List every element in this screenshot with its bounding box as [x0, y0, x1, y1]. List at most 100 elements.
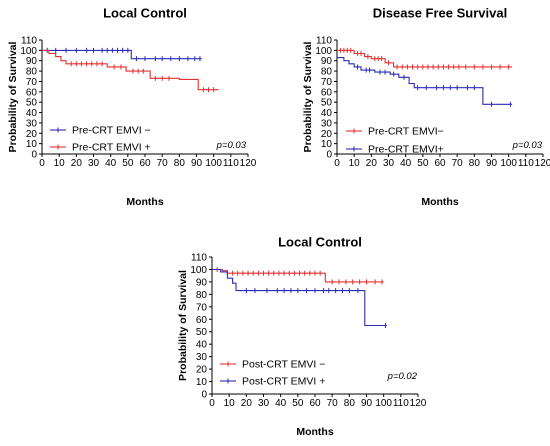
- x-tick-label: 10: [224, 398, 236, 409]
- y-tick-label: 110: [191, 253, 207, 264]
- x-tick-label: 70: [157, 158, 169, 169]
- x-tick-label: 120: [535, 158, 550, 169]
- series-2: Pre-CRT EMVI+: [337, 57, 513, 156]
- y-tick-label: 70: [321, 77, 333, 88]
- x-tick-label: 40: [400, 158, 412, 169]
- y-tick-label: 80: [321, 67, 333, 78]
- p-value-annotation: p=0.02: [387, 371, 418, 382]
- legend-label: Pre-CRT EMVI+: [368, 144, 444, 156]
- x-axis-label: Months: [126, 196, 163, 208]
- y-tick-label: 0: [31, 150, 37, 161]
- legend-label: Post-CRT EMVI −: [242, 359, 325, 371]
- y-axis-label: Probability of Survival: [302, 41, 314, 152]
- chart-title: Local Control: [103, 5, 187, 20]
- y-tick-label: 20: [196, 365, 208, 376]
- chart-title: Local Control: [278, 234, 362, 249]
- p-value-annotation: p=0.03: [512, 140, 543, 151]
- x-tick-label: 100: [375, 398, 392, 409]
- p-value-annotation: p=0.03: [216, 140, 247, 151]
- y-tick-label: 100: [20, 46, 37, 57]
- y-tick-label: 80: [26, 67, 38, 78]
- y-tick-label: 60: [321, 87, 333, 98]
- x-tick-label: 0: [209, 398, 215, 409]
- x-tick-label: 60: [434, 158, 446, 169]
- y-tick-label: 0: [201, 390, 207, 401]
- y-axis-label: Probability of Survival: [7, 41, 19, 152]
- legend-label: Pre-CRT EMVI−: [368, 126, 444, 138]
- km-step-line: [337, 49, 513, 68]
- x-tick-label: 30: [383, 158, 395, 169]
- y-tick-label: 10: [196, 377, 208, 388]
- chart-title: Disease Free Survival: [373, 5, 507, 20]
- y-axis-label: Probability of Survival: [177, 270, 189, 381]
- y-tick-label: 100: [190, 265, 207, 276]
- legend-label: Pre-CRT EMVI −: [72, 125, 151, 137]
- x-tick-label: 10: [54, 158, 66, 169]
- km-step-line: [212, 268, 388, 327]
- x-tick-label: 60: [309, 398, 321, 409]
- x-tick-label: 50: [417, 158, 429, 169]
- y-tick-label: 10: [321, 139, 333, 150]
- x-tick-label: 90: [486, 158, 498, 169]
- x-tick-label: 30: [88, 158, 100, 169]
- y-tick-label: 10: [26, 139, 38, 150]
- x-tick-label: 80: [344, 398, 356, 409]
- y-tick-label: 30: [26, 118, 38, 129]
- series-2: Pre-CRT EMVI +: [42, 49, 219, 154]
- legend-label: Pre-CRT EMVI +: [72, 142, 151, 154]
- x-tick-label: 110: [223, 158, 239, 169]
- y-tick-label: 60: [196, 315, 208, 326]
- y-tick-label: 50: [26, 98, 38, 109]
- y-tick-label: 100: [315, 46, 332, 57]
- x-tick-label: 40: [105, 158, 117, 169]
- x-tick-label: 110: [393, 398, 409, 409]
- y-tick-label: 110: [21, 36, 37, 47]
- y-tick-label: 90: [196, 277, 208, 288]
- y-tick-label: 110: [316, 36, 332, 47]
- y-tick-label: 40: [321, 108, 333, 119]
- y-tick-label: 50: [321, 98, 333, 109]
- series-2: Post-CRT EMVI +: [212, 268, 388, 388]
- x-tick-label: 80: [469, 158, 481, 169]
- x-tick-label: 100: [205, 158, 222, 169]
- legend-label: Post-CRT EMVI +: [242, 376, 325, 388]
- y-tick-label: 20: [26, 129, 38, 140]
- x-tick-label: 70: [327, 398, 339, 409]
- series-1: Post-CRT EMVI −: [212, 266, 384, 371]
- y-tick-label: 70: [196, 302, 208, 313]
- km-step-line: [42, 49, 219, 91]
- x-tick-label: 90: [361, 398, 373, 409]
- x-tick-label: 120: [240, 158, 257, 169]
- y-tick-label: 70: [26, 77, 38, 88]
- x-tick-label: 120: [410, 398, 427, 409]
- x-tick-label: 60: [139, 158, 151, 169]
- x-tick-label: 30: [258, 398, 270, 409]
- y-tick-label: 20: [321, 129, 333, 140]
- y-tick-label: 40: [196, 340, 208, 351]
- y-tick-label: 90: [26, 56, 38, 67]
- x-tick-label: 110: [518, 158, 534, 169]
- x-tick-label: 0: [39, 158, 45, 169]
- x-tick-label: 20: [241, 398, 253, 409]
- x-tick-label: 80: [174, 158, 186, 169]
- y-tick-label: 40: [26, 108, 38, 119]
- series-1: Pre-CRT EMVI−: [337, 47, 513, 138]
- y-tick-label: 30: [321, 118, 333, 129]
- y-tick-label: 80: [196, 290, 208, 301]
- y-tick-label: 30: [196, 352, 208, 363]
- y-tick-label: 50: [196, 327, 208, 338]
- x-axis-label: Months: [421, 196, 458, 208]
- x-axis-label: Months: [296, 426, 333, 438]
- x-tick-label: 90: [191, 158, 203, 169]
- x-tick-label: 20: [71, 158, 83, 169]
- y-tick-label: 90: [321, 56, 333, 67]
- x-tick-label: 70: [452, 158, 464, 169]
- x-tick-label: 50: [292, 398, 304, 409]
- x-tick-label: 10: [349, 158, 361, 169]
- x-tick-label: 100: [500, 158, 517, 169]
- x-tick-label: 40: [275, 398, 287, 409]
